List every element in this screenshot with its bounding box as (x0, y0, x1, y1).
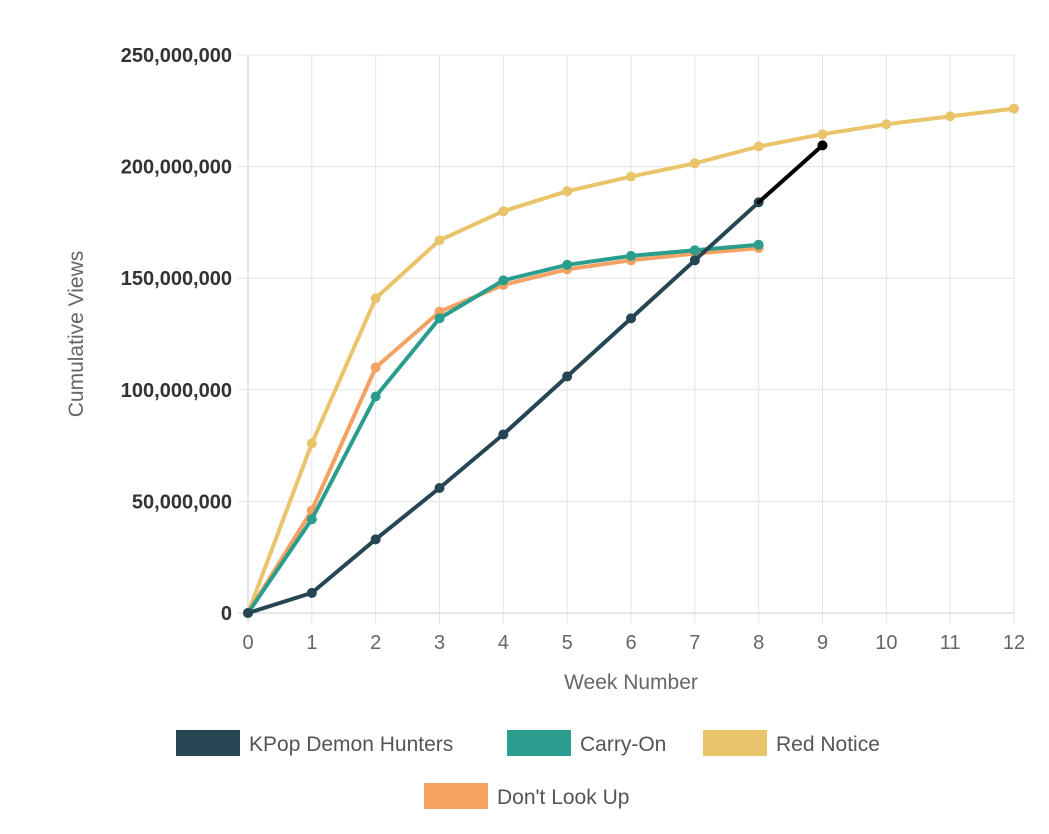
data-point[interactable] (498, 275, 509, 286)
y-tick-label: 200,000,000 (121, 157, 232, 179)
data-point[interactable] (306, 438, 317, 449)
data-point[interactable] (370, 293, 381, 304)
legend-item-red-notice[interactable]: Red Notice (703, 730, 880, 756)
data-point[interactable] (626, 171, 636, 182)
data-point[interactable] (626, 250, 636, 261)
axes: 0 50,000,000 100,000,000 150,000,000 200,000… (65, 45, 1025, 694)
series-lines (243, 103, 1019, 618)
x-axis-title: Week Number (564, 671, 698, 694)
data-point[interactable] (370, 534, 381, 545)
grid (238, 54, 1015, 623)
x-tick-label: 10 (875, 632, 897, 654)
data-point[interactable] (945, 111, 956, 122)
legend-swatch (424, 783, 488, 809)
legend-swatch (176, 730, 240, 756)
data-point[interactable] (243, 608, 253, 618)
x-tick-label: 6 (625, 632, 636, 654)
annotation-line (756, 143, 825, 205)
x-tick-label: 4 (498, 632, 509, 654)
legend-item-kpop-demon-hunters[interactable]: KPop Demon Hunters (176, 730, 453, 756)
legend: KPop Demon Hunters Carry-On Red Notice Don'… (176, 730, 880, 809)
legend-swatch (703, 730, 767, 756)
data-point[interactable] (753, 239, 764, 250)
data-point[interactable] (306, 514, 317, 525)
data-point[interactable] (306, 587, 317, 598)
y-tick-label: 150,000,000 (121, 268, 232, 290)
x-tick-label: 12 (1003, 632, 1025, 654)
data-point[interactable] (626, 313, 636, 324)
annotation-point (817, 140, 828, 151)
x-tick-label: 5 (562, 632, 573, 654)
data-point[interactable] (434, 313, 445, 324)
x-tick-label: 0 (242, 632, 253, 654)
y-tick-label: 100,000,000 (121, 380, 232, 402)
data-point[interactable] (1009, 103, 1019, 114)
y-tick-label: 50,000,000 (132, 491, 232, 513)
data-point[interactable] (562, 371, 573, 382)
x-tick-label: 11 (940, 632, 961, 654)
data-point[interactable] (498, 429, 509, 440)
x-tick-label: 2 (370, 632, 381, 654)
series-red-notice (243, 103, 1019, 618)
data-point[interactable] (881, 119, 892, 130)
data-point[interactable] (434, 483, 445, 494)
y-axis-title: Cumulative Views (65, 251, 88, 418)
x-tick-label: 3 (434, 632, 445, 654)
legend-label: Don't Look Up (497, 786, 629, 809)
data-point[interactable] (817, 129, 828, 140)
data-point[interactable] (562, 259, 573, 270)
data-point[interactable] (689, 158, 700, 169)
x-tick-label: 7 (689, 632, 700, 654)
data-point[interactable] (689, 245, 700, 256)
data-point[interactable] (689, 255, 700, 266)
legend-item-don-t-look-up[interactable]: Don't Look Up (424, 783, 629, 809)
y-tick-label: 0 (221, 603, 232, 625)
data-point[interactable] (370, 391, 381, 402)
legend-item-carry-on[interactable]: Carry-On (507, 730, 666, 756)
x-tick-label: 8 (753, 632, 764, 654)
legend-label: KPop Demon Hunters (249, 733, 453, 756)
legend-label: Red Notice (776, 733, 880, 756)
annotation-extension (756, 140, 828, 205)
data-point[interactable] (434, 235, 445, 246)
data-point[interactable] (498, 206, 509, 217)
data-point[interactable] (753, 141, 764, 152)
x-tick-label: 9 (817, 632, 828, 654)
legend-swatch (507, 730, 571, 756)
y-tick-label: 250,000,000 (121, 45, 232, 67)
data-point[interactable] (562, 186, 573, 197)
legend-label: Carry-On (580, 733, 666, 756)
x-tick-label: 1 (306, 632, 317, 654)
data-point[interactable] (370, 362, 381, 373)
